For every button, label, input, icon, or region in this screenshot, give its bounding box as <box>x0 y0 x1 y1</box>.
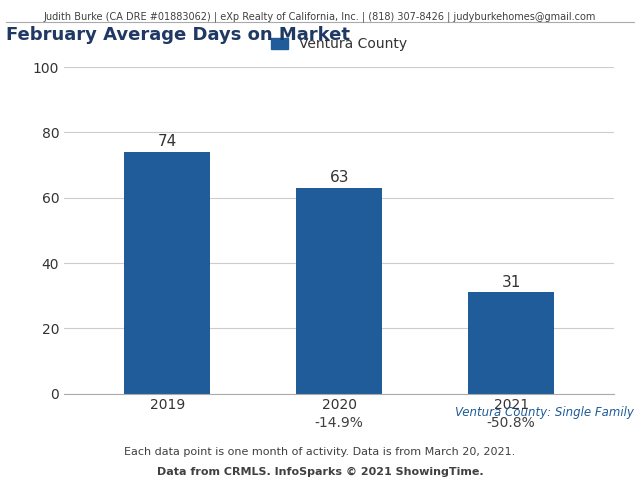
Bar <box>296 188 382 394</box>
Bar <box>468 292 554 394</box>
Text: Data from CRMLS. InfoSparks © 2021 ShowingTime.: Data from CRMLS. InfoSparks © 2021 Showi… <box>157 467 483 477</box>
Text: 63: 63 <box>330 170 349 185</box>
Bar <box>124 152 210 394</box>
Text: February Average Days on Market: February Average Days on Market <box>6 26 351 45</box>
Legend: Ventura County: Ventura County <box>266 32 413 57</box>
Text: 74: 74 <box>157 134 177 149</box>
Text: -50.8%: -50.8% <box>487 417 536 431</box>
Text: Ventura County: Single Family: Ventura County: Single Family <box>455 406 634 419</box>
Text: 31: 31 <box>502 275 521 290</box>
Text: Judith Burke (CA DRE #01883062) | eXp Realty of California, Inc. | (818) 307-842: Judith Burke (CA DRE #01883062) | eXp Re… <box>44 12 596 23</box>
Text: Each data point is one month of activity. Data is from March 20, 2021.: Each data point is one month of activity… <box>124 447 516 457</box>
Text: -14.9%: -14.9% <box>315 417 364 431</box>
